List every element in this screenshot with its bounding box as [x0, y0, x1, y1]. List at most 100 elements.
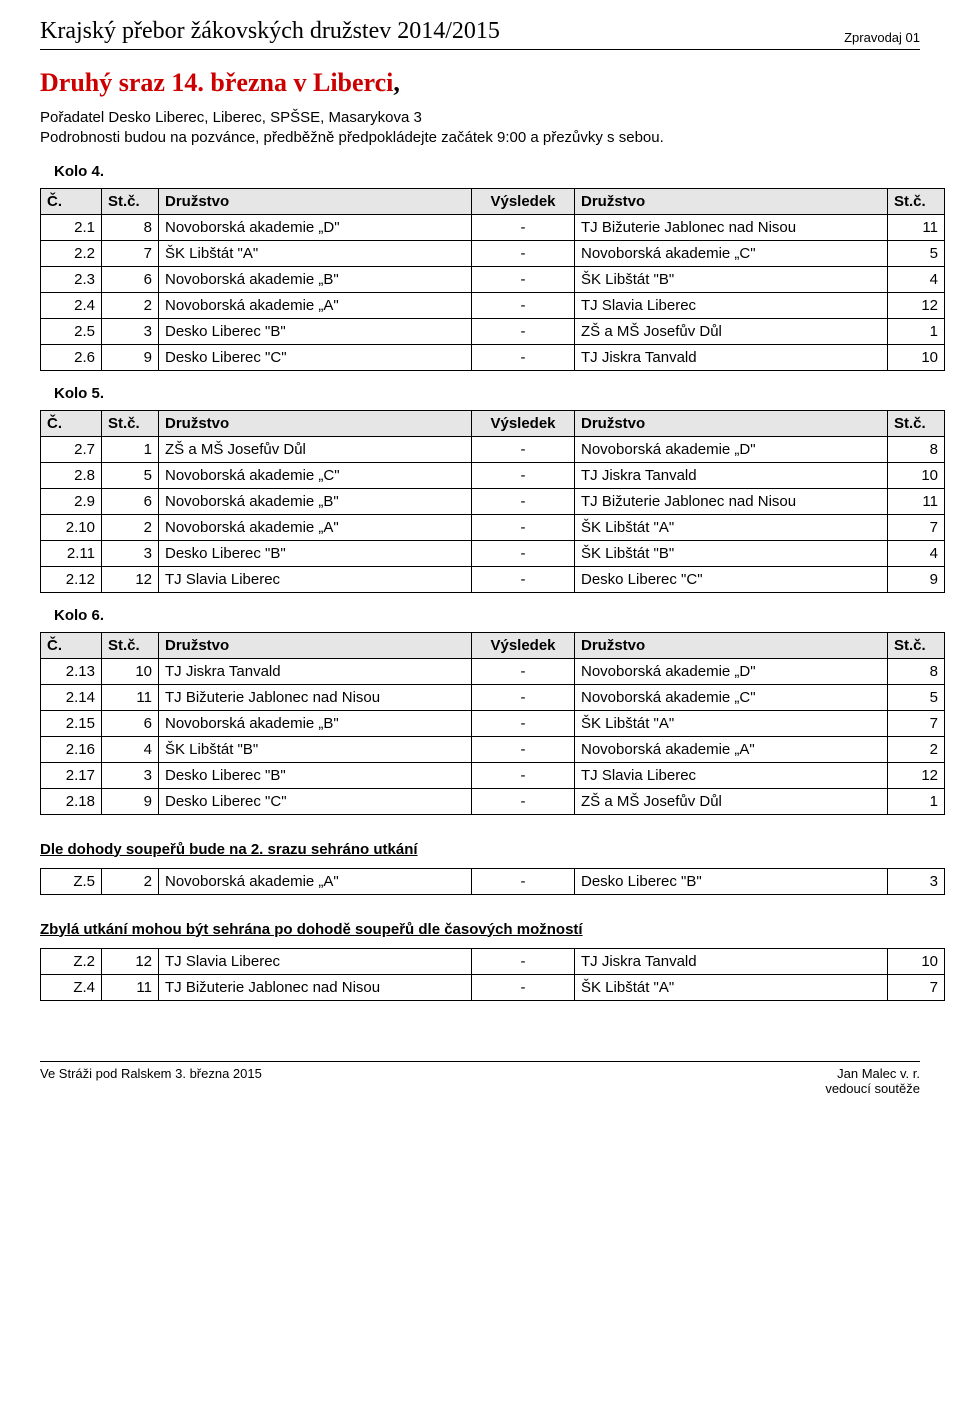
cell-result: -: [472, 436, 575, 462]
cell-d2: TJ Jiskra Tanvald: [575, 462, 888, 488]
cell-stc2: 9: [888, 566, 945, 592]
cell-d1: Desko Liberec "B": [159, 540, 472, 566]
cell-stc2: 11: [888, 488, 945, 514]
cell-result: -: [472, 974, 575, 1000]
intro-line-1: Pořadatel Desko Liberec, Liberec, SPŠSE,…: [40, 108, 920, 128]
table-row: 2.71ZŠ a MŠ Josefův Důl-Novoborská akade…: [41, 436, 945, 462]
table-row: Z.52Novoborská akademie „A"-Desko Libere…: [41, 868, 945, 894]
intro-block: Pořadatel Desko Liberec, Liberec, SPŠSE,…: [40, 108, 920, 149]
cell-d2: ZŠ a MŠ Josefův Důl: [575, 788, 888, 814]
cell-stc2: 3: [888, 868, 945, 894]
cell-c: 2.7: [41, 436, 102, 462]
cell-stc1: 8: [102, 214, 159, 240]
cell-c: 2.13: [41, 658, 102, 684]
cell-stc2: 4: [888, 266, 945, 292]
headline-red: Druhý sraz 14. března v Liberci: [40, 68, 393, 97]
cell-c: 2.3: [41, 266, 102, 292]
cell-stc2: 2: [888, 736, 945, 762]
cell-stc2: 7: [888, 514, 945, 540]
cell-c: 2.17: [41, 762, 102, 788]
cell-stc1: 2: [102, 514, 159, 540]
agreed-table: Z.52Novoborská akademie „A"-Desko Libere…: [40, 868, 945, 895]
cell-d1: Novoborská akademie „A": [159, 292, 472, 318]
cell-stc1: 6: [102, 488, 159, 514]
cell-d2: ŠK Libštát "A": [575, 710, 888, 736]
cell-d2: Novoborská akademie „D": [575, 436, 888, 462]
cell-stc1: 5: [102, 462, 159, 488]
cell-result: -: [472, 540, 575, 566]
cell-d1: Novoborská akademie „D": [159, 214, 472, 240]
cell-d1: ŠK Libštát "A": [159, 240, 472, 266]
cell-d2: Novoborská akademie „C": [575, 240, 888, 266]
table-row: 2.1212TJ Slavia Liberec-Desko Liberec "C…: [41, 566, 945, 592]
table-row: Z.212TJ Slavia Liberec-TJ Jiskra Tanvald…: [41, 948, 945, 974]
cell-c: 2.2: [41, 240, 102, 266]
cell-d2: TJ Bižuterie Jablonec nad Nisou: [575, 214, 888, 240]
footer-right-1: Jan Malec v. r.: [825, 1066, 920, 1081]
cell-result: -: [472, 788, 575, 814]
cell-c: Z.4: [41, 974, 102, 1000]
cell-c: 2.5: [41, 318, 102, 344]
cell-stc1: 2: [102, 292, 159, 318]
cell-d2: ŠK Libštát "A": [575, 514, 888, 540]
cell-stc2: 8: [888, 436, 945, 462]
table-row: 2.102Novoborská akademie „A"-ŠK Libštát …: [41, 514, 945, 540]
cell-stc2: 1: [888, 788, 945, 814]
cell-result: -: [472, 566, 575, 592]
footer-right-2: vedoucí soutěže: [825, 1081, 920, 1096]
cell-result: -: [472, 868, 575, 894]
cell-d2: TJ Slavia Liberec: [575, 292, 888, 318]
cell-stc1: 6: [102, 710, 159, 736]
cell-c: 2.10: [41, 514, 102, 540]
cell-stc1: 10: [102, 658, 159, 684]
table-row: Z.411TJ Bižuterie Jablonec nad Nisou-ŠK …: [41, 974, 945, 1000]
cell-d2: Novoborská akademie „A": [575, 736, 888, 762]
cell-c: 2.8: [41, 462, 102, 488]
cell-result: -: [472, 266, 575, 292]
cell-c: 2.4: [41, 292, 102, 318]
cell-stc2: 11: [888, 214, 945, 240]
table-row: 2.27ŠK Libštát "A"-Novoborská akademie „…: [41, 240, 945, 266]
cell-result: -: [472, 710, 575, 736]
cell-stc2: 1: [888, 318, 945, 344]
cell-stc1: 9: [102, 788, 159, 814]
remaining-table: Z.212TJ Slavia Liberec-TJ Jiskra Tanvald…: [40, 948, 945, 1001]
cell-d1: TJ Bižuterie Jablonec nad Nisou: [159, 684, 472, 710]
cell-c: 2.11: [41, 540, 102, 566]
cell-result: -: [472, 762, 575, 788]
kolo6-label: Kolo 6.: [54, 607, 920, 624]
kolo4-table: Č.St.č.DružstvoVýsledekDružstvoSt.č.2.18…: [40, 188, 945, 371]
cell-stc1: 4: [102, 736, 159, 762]
cell-c: 2.16: [41, 736, 102, 762]
cell-c: 2.9: [41, 488, 102, 514]
cell-stc1: 1: [102, 436, 159, 462]
cell-d2: Novoborská akademie „C": [575, 684, 888, 710]
cell-d2: ŠK Libštát "B": [575, 540, 888, 566]
cell-stc1: 3: [102, 762, 159, 788]
cell-c: 2.18: [41, 788, 102, 814]
cell-d1: ŠK Libštát "B": [159, 736, 472, 762]
table-row: 2.173Desko Liberec "B"-TJ Slavia Liberec…: [41, 762, 945, 788]
table-row: 2.96Novoborská akademie „B"-TJ Bižuterie…: [41, 488, 945, 514]
cell-result: -: [472, 514, 575, 540]
cell-c: 2.15: [41, 710, 102, 736]
cell-d2: TJ Bižuterie Jablonec nad Nisou: [575, 488, 888, 514]
cell-d2: TJ Jiskra Tanvald: [575, 948, 888, 974]
cell-stc1: 11: [102, 974, 159, 1000]
cell-d1: Desko Liberec "C": [159, 788, 472, 814]
cell-d1: Novoborská akademie „B": [159, 266, 472, 292]
cell-c: Z.2: [41, 948, 102, 974]
table-row: 2.85Novoborská akademie „C"-TJ Jiskra Ta…: [41, 462, 945, 488]
cell-result: -: [472, 240, 575, 266]
page-footer: Ve Stráži pod Ralskem 3. března 2015 Jan…: [40, 1061, 920, 1096]
cell-result: -: [472, 488, 575, 514]
cell-stc1: 11: [102, 684, 159, 710]
cell-d1: TJ Slavia Liberec: [159, 566, 472, 592]
cell-stc2: 8: [888, 658, 945, 684]
kolo5-label: Kolo 5.: [54, 385, 920, 402]
cell-c: 2.12: [41, 566, 102, 592]
cell-d1: Novoborská akademie „B": [159, 710, 472, 736]
cell-d2: Desko Liberec "B": [575, 868, 888, 894]
cell-d1: Desko Liberec "C": [159, 344, 472, 370]
cell-result: -: [472, 462, 575, 488]
